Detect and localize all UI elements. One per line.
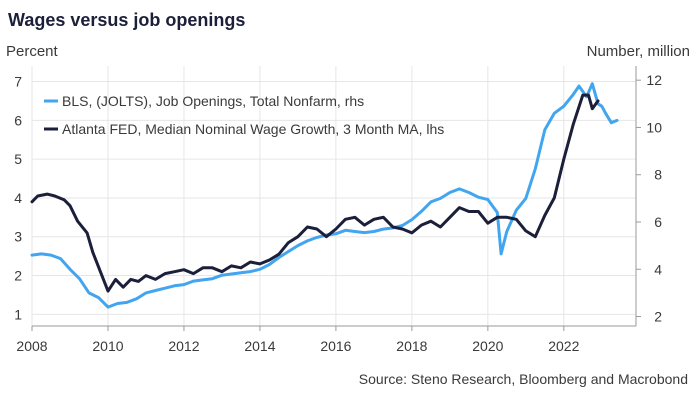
x-axis-tick-label: 2022 <box>548 338 579 354</box>
legend-item-wage-growth-label: Atlanta FED, Median Nominal Wage Growth,… <box>62 121 444 137</box>
right-axis-tick-label: 8 <box>654 167 662 183</box>
right-axis-tick-label: 2 <box>654 309 662 325</box>
right-axis-label: Number, million <box>587 43 690 60</box>
x-axis-tick-label: 2018 <box>396 338 427 354</box>
x-axis-tick-label: 2016 <box>320 338 351 354</box>
left-axis-tick-label: 5 <box>14 151 22 167</box>
left-axis-tick-label: 3 <box>14 229 22 245</box>
left-axis-tick-label: 4 <box>14 190 22 206</box>
x-axis-tick-label: 2014 <box>244 338 275 354</box>
wage-growth-line <box>30 93 600 293</box>
right-axis-tick-label: 10 <box>646 119 662 135</box>
source-note: Source: Steno Research, Bloomberg and Ma… <box>359 371 688 387</box>
x-axis-tick-label: 2010 <box>92 338 123 354</box>
x-axis-tick-label: 2020 <box>472 338 503 354</box>
legend: BLS, (JOLTS), Job Openings, Total Nonfar… <box>44 93 444 137</box>
right-axis-tick-label: 12 <box>646 72 662 88</box>
x-axis-tick-label: 2008 <box>16 338 47 354</box>
series-lines <box>30 82 619 309</box>
left-axis-label: Percent <box>6 43 59 60</box>
left-axis-tick-label: 6 <box>14 112 22 128</box>
job-openings-line <box>30 82 619 309</box>
left-axis-tick-label: 7 <box>14 74 22 90</box>
left-axis-tick-label: 1 <box>14 306 22 322</box>
x-axis-tick-label: 2012 <box>168 338 199 354</box>
right-axis-tick-label: 4 <box>654 261 662 277</box>
chart-title: Wages versus job openings <box>8 10 245 30</box>
gridlines <box>31 66 636 326</box>
left-axis-tick-label: 2 <box>14 268 22 284</box>
right-axis-tick-label: 6 <box>654 214 662 230</box>
legend-item-job-openings-label: BLS, (JOLTS), Job Openings, Total Nonfar… <box>62 93 364 109</box>
